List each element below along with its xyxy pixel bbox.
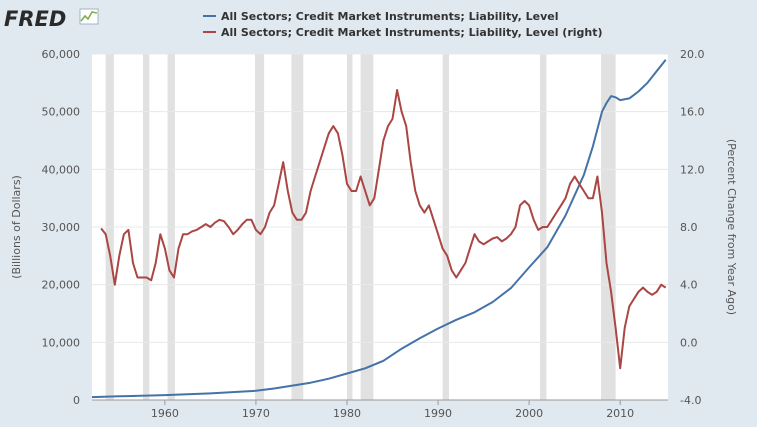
y-left-tick-label: 30,000 xyxy=(42,221,81,234)
y-right-tick-label: 12.0 xyxy=(680,163,705,176)
y-left-tick-label: 50,000 xyxy=(42,106,81,119)
y-right-tick-label: 8.0 xyxy=(680,221,698,234)
y-right-tick-label: 16.0 xyxy=(680,106,705,119)
fred-logo[interactable]: FRED xyxy=(4,7,99,31)
x-tick-label: 1990 xyxy=(424,407,452,420)
y-axis-left-title: (Billions of Dollars) xyxy=(10,175,23,279)
y-left-tick-label: 20,000 xyxy=(42,279,81,292)
fred-logo-text[interactable]: FRED xyxy=(4,7,66,31)
y-left-tick-label: 40,000 xyxy=(42,163,81,176)
y-right-tick-label: -4.0 xyxy=(680,394,701,407)
y-axis-right-ticks: -4.0 0.0 4.0 8.0 12.0 16.0 20.0 xyxy=(680,48,705,407)
fred-logo-chart-icon xyxy=(79,8,99,25)
series-line-right[interactable] xyxy=(100,89,667,370)
series-lines xyxy=(91,59,667,399)
legend-label-left-series: All Sectors; Credit Market Instruments; … xyxy=(221,10,558,23)
x-tick-label: 1960 xyxy=(151,407,179,420)
x-tick-label: 1980 xyxy=(333,407,361,420)
y-axis-left-ticks: 0 10,000 20,000 30,000 40,000 50,000 60,000 xyxy=(42,48,81,407)
series-line-left[interactable] xyxy=(91,59,667,399)
grid-lines xyxy=(92,53,668,343)
x-axis-ticks: 1960 1970 1980 1990 2000 2010 xyxy=(151,400,634,420)
legend-item-left-series[interactable]: All Sectors; Credit Market Instruments; … xyxy=(203,10,558,23)
x-tick-label: 1970 xyxy=(242,407,270,420)
y-right-tick-label: 0.0 xyxy=(680,336,698,349)
legend: All Sectors; Credit Market Instruments; … xyxy=(203,10,603,39)
y-left-tick-label: 10,000 xyxy=(42,336,81,349)
y-right-tick-label: 20.0 xyxy=(680,48,705,61)
y-left-tick-label: 0 xyxy=(73,394,80,407)
legend-item-right-series[interactable]: All Sectors; Credit Market Instruments; … xyxy=(203,26,603,39)
y-left-tick-label: 60,000 xyxy=(42,48,81,61)
x-tick-label: 2010 xyxy=(606,407,634,420)
x-tick-label: 2000 xyxy=(515,407,543,420)
legend-label-right-series: All Sectors; Credit Market Instruments; … xyxy=(221,26,603,39)
y-axis-right-title: (Percent Change from Year Ago) xyxy=(725,139,738,315)
y-right-tick-label: 4.0 xyxy=(680,279,698,292)
